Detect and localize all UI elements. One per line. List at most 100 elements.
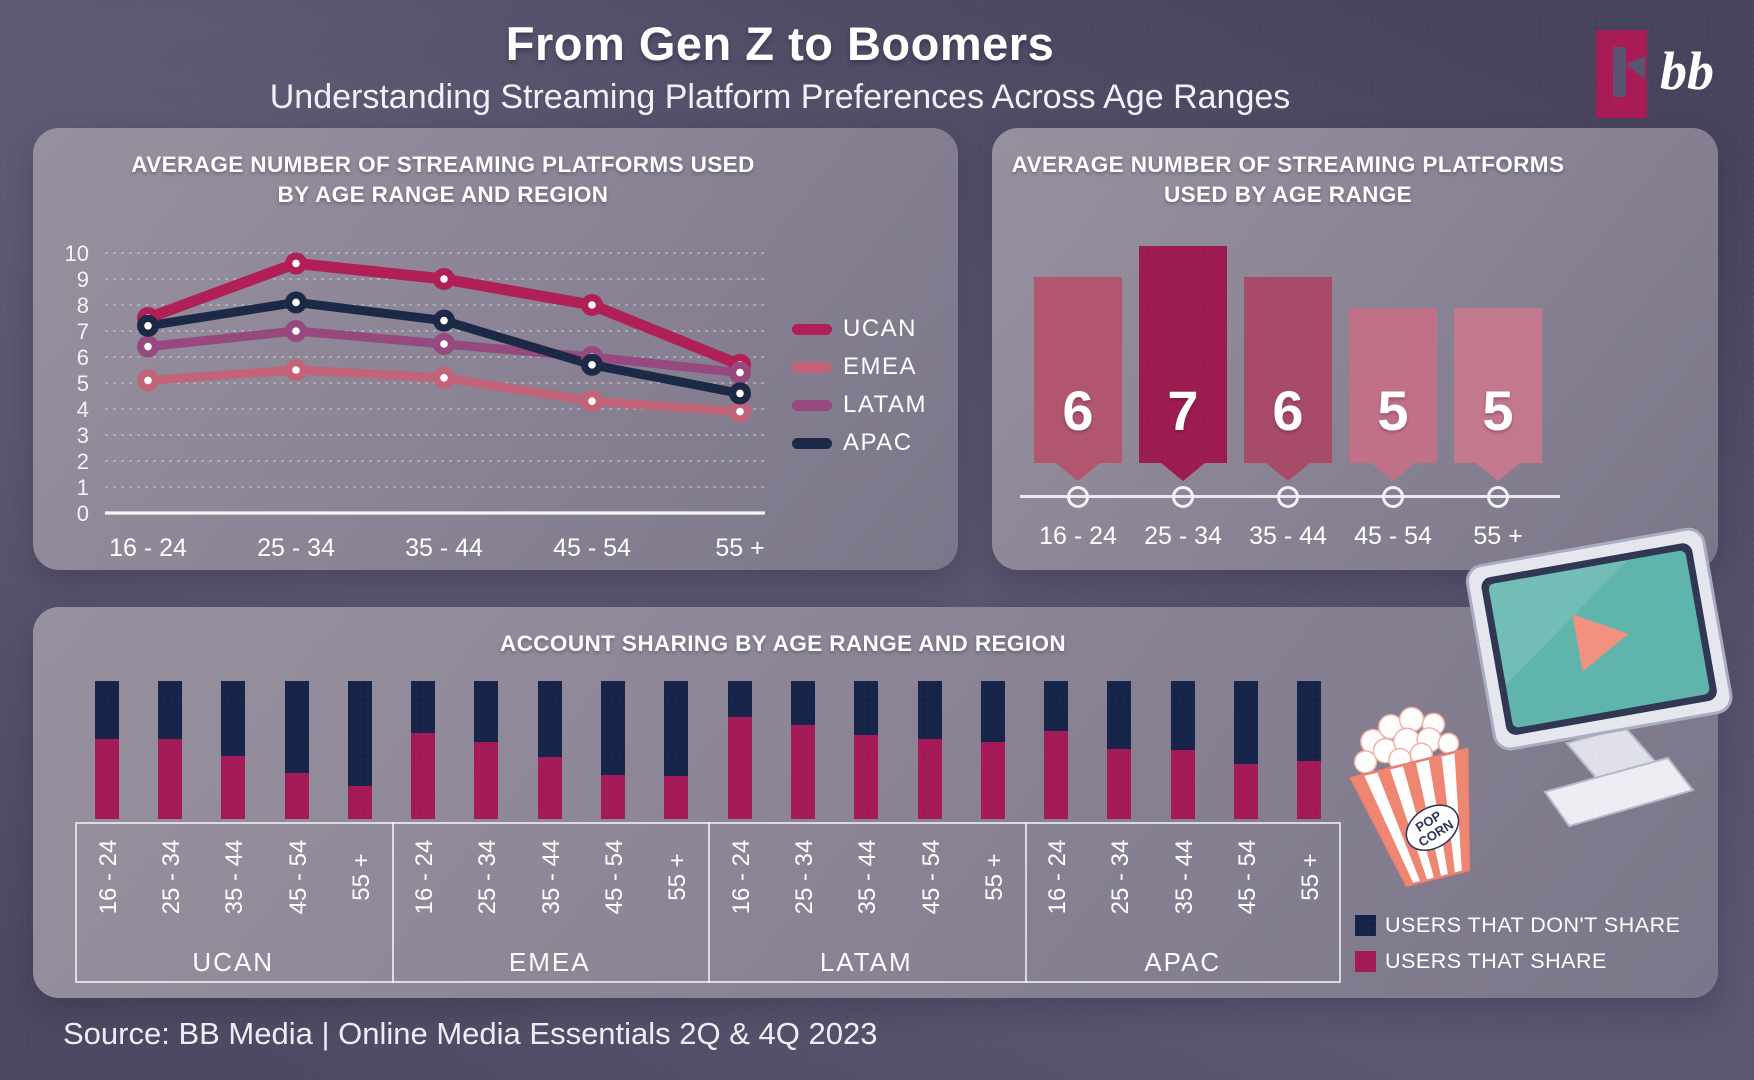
stacked-bar-latam-25 - 34 [790,681,815,819]
line-chart-title: AVERAGE NUMBER OF STREAMING PLATFORMS US… [131,152,755,207]
data-point-center [440,374,448,382]
y-tick-label: 4 [77,397,89,422]
share-segment [917,738,942,819]
data-point-center [736,368,744,377]
bar-value: 5 [1482,379,1514,442]
legend-label-latam: LATAM [843,391,927,418]
stacked-age-label: 45 - 54 [917,839,945,915]
popcorn-cup: POP CORN [1349,747,1471,888]
stacked-age-label: 16 - 24 [94,839,122,915]
bar-age-35 - 44: 6 [1244,277,1332,463]
bar-age-45 - 54: 5 [1349,308,1437,463]
bar-tip [1371,463,1415,481]
monitor-base [1543,756,1695,828]
stacked-bar-apac-16 - 24 [1044,681,1069,819]
bar-tip [1476,463,1520,481]
stacked-age-label: 25 - 34 [1107,839,1135,915]
stacked-age-label: 35 - 44 [221,839,249,915]
data-point-center [292,327,300,335]
share-segment [411,733,436,819]
bar-age-16 - 24: 6 [1034,277,1122,463]
legend-label-emea: EMEA [843,353,917,380]
y-tick-label: 8 [77,293,89,318]
line-chart-panel: AVERAGE NUMBER OF STREAMING PLATFORMS US… [33,128,958,570]
share-segment [1170,750,1195,819]
y-tick-label: 6 [77,345,89,370]
region-label-ucan: UCAN [192,947,275,977]
share-segment [727,716,752,819]
data-point-center [292,298,300,307]
group-divider [1024,822,1027,983]
stacked-age-label: 35 - 44 [854,839,882,915]
data-point-center [144,342,152,351]
timeline-node [1172,485,1194,508]
stacked-bar-ucan-25 - 34 [157,681,182,819]
stacked-bar-latam-45 - 54 [917,681,942,819]
region-label-latam: LATAM [819,947,913,977]
bar-x-label: 55 + [1473,522,1523,550]
data-point-center [440,275,448,283]
stacked-chart: 16 - 24 25 - 34 35 - 44 45 - 54 55 + UCAN 16 -… [33,607,1718,998]
bar-tip [1266,463,1310,481]
bar-x-label: 35 - 44 [1249,522,1327,550]
data-point-center [588,361,596,369]
region-label-emea: EMEA [508,947,591,977]
legend-swatch-latam [792,400,832,411]
stacked-age-label: 55 + [1297,853,1325,901]
dont-share-label: USERS THAT DON'T SHARE [1385,913,1681,937]
share-segment [854,734,879,819]
share-segment [537,756,562,819]
y-tick-label: 3 [77,423,89,448]
legend-row-share: USERS THAT SHARE [1355,949,1680,974]
stacked-bar-latam-16 - 24 [727,681,752,819]
timeline-node [1277,485,1299,508]
bar-chart-title: AVERAGE NUMBER OF STREAMING PLATFORMS US… [1011,152,1565,207]
stacked-age-label: 55 + [347,853,375,901]
group-divider [391,822,394,983]
page-subtitle: Understanding Streaming Platform Prefere… [269,78,1291,116]
stacked-age-label: 16 - 24 [727,839,755,915]
data-point-center [588,301,596,309]
bb-logo-mark [1596,30,1647,118]
data-point-center [588,397,596,406]
stacked-bar-apac-25 - 34 [1107,681,1132,819]
source-attribution: Source: BB Media | Online Media Essentia… [63,1016,878,1051]
page-title: From Gen Z to Boomers [505,17,1055,70]
bar-value: 6 [1062,379,1094,442]
data-point-center [736,407,744,416]
stacked-bar-ucan-16 - 24 [94,681,119,819]
stacked-bar-apac-45 - 54 [1234,681,1259,819]
bb-logo-text: bb [1660,41,1714,101]
share-segment [790,725,815,819]
stacked-age-label: 25 - 34 [790,839,818,915]
share-segment [157,738,182,819]
stacked-bar-apac-35 - 44 [1170,681,1195,819]
share-segment [221,755,246,819]
timeline-node [1067,485,1089,508]
share-segment [1234,763,1259,819]
tv-monitor-illustration [1465,527,1733,828]
legend-swatch-emea [792,362,832,373]
timeline-node [1487,485,1509,508]
popcorn-illustration: POP CORN [1349,706,1471,888]
share-segment [601,774,626,819]
share-swatch [1355,951,1376,972]
y-tick-label: 9 [77,267,89,292]
stacked-bar-latam-35 - 44 [854,681,879,819]
bar-x-label: 45 - 54 [1354,522,1432,550]
bar-chart-panel: AVERAGE NUMBER OF STREAMING PLATFORMS US… [992,128,1718,570]
bar-value: 7 [1167,379,1199,442]
x-tick-label: 45 - 54 [553,534,631,562]
x-tick-label: 55 + [715,534,764,562]
bar-age-55 +: 5 [1454,308,1542,463]
region-label-apac: APAC [1144,947,1222,977]
stacked-bar-ucan-45 - 54 [284,681,309,819]
y-tick-label: 1 [77,475,89,500]
group-divider [708,822,710,983]
y-tick-label: 10 [65,241,89,266]
stacked-age-label: 45 - 54 [1234,839,1262,915]
stacked-bar-latam-55 + [980,681,1005,819]
share-segment [347,785,372,819]
data-point-center [144,322,152,330]
stacked-age-label: 45 - 54 [601,839,629,915]
